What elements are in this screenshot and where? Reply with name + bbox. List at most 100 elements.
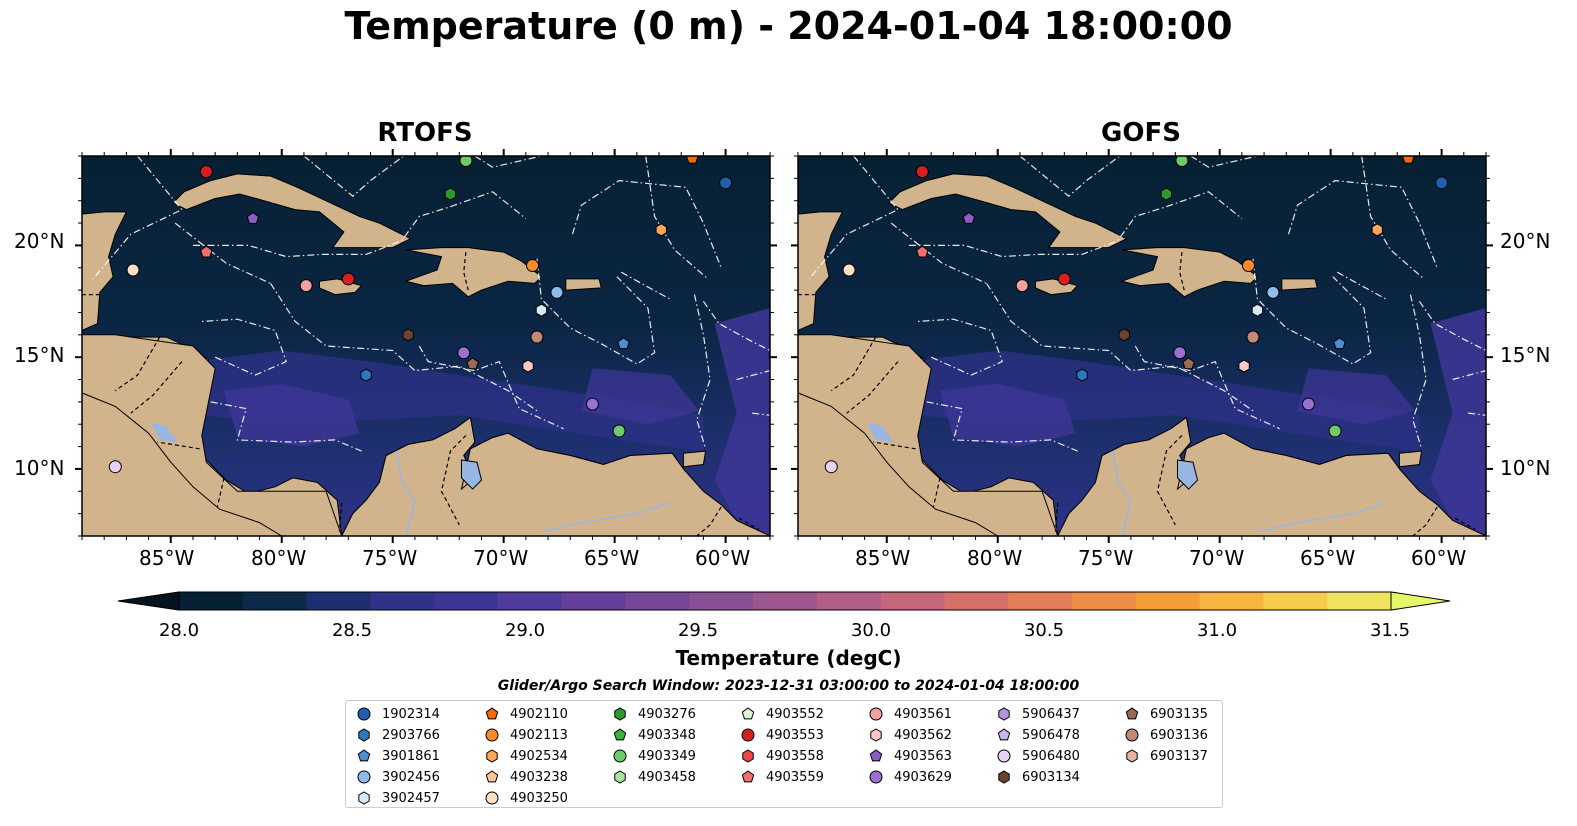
float-marker-2903766 (1076, 368, 1088, 382)
legend-item-label: 4903458 (638, 769, 696, 785)
colorbar-tick-31-0: 31.0 (1196, 620, 1238, 641)
colorbar-segment (625, 592, 690, 610)
legend-item-4903552: 4903552 (740, 704, 824, 724)
legend-item-label: 4902534 (510, 748, 568, 764)
colorbar-tick-31-5: 31.5 (1369, 620, 1411, 641)
colorbar-segment (242, 592, 308, 610)
float-marker-4903458 (1484, 350, 1486, 359)
legend-item-6903135: 6903135 (1124, 704, 1208, 724)
pentagon-marker-icon (741, 770, 755, 783)
legend-item-label: 6903137 (1150, 748, 1208, 764)
legend-item-label: 6903134 (1022, 769, 1080, 785)
colorbar-label: Temperature (degC) (675, 646, 902, 670)
legend-item-label: 4903561 (894, 706, 952, 722)
float-marker-4903553 (341, 272, 355, 286)
float-marker-4902110 (686, 156, 699, 164)
legend-item-label: 5906480 (1022, 748, 1080, 764)
float-marker-5906480 (824, 460, 838, 474)
colorbar-segment (497, 592, 563, 610)
hexagon-marker-icon (358, 791, 370, 805)
float-marker-4903563 (246, 211, 260, 224)
float-marker-4903561 (299, 279, 313, 293)
legend-item-4903563: 4903563 (868, 746, 952, 766)
hexagon-marker-icon (614, 770, 626, 784)
colorbar-segment (306, 592, 371, 610)
float-marker-4902113 (1242, 259, 1256, 273)
float-marker-4903276 (444, 187, 457, 201)
float-marker-4903349 (612, 424, 626, 438)
lon-label-60w: 60°W (695, 546, 751, 570)
float-marker-4903250 (126, 263, 140, 277)
legend-item-label: 4902110 (510, 706, 568, 722)
float-marker-3902456 (550, 285, 564, 299)
float-marker-4903349 (459, 156, 473, 167)
colorbar-segment (179, 592, 244, 610)
float-marker-5906480 (108, 460, 122, 474)
pentagon-marker-icon (485, 707, 499, 720)
float-marker-4902534 (1371, 223, 1383, 237)
lon-label-70w-gofs: 70°W (1189, 546, 1245, 570)
map-rtofs (82, 156, 770, 536)
float-marker-1902314 (719, 176, 733, 190)
float-marker-4903562 (522, 359, 534, 373)
lon-label-85w-gofs: 85°W (855, 546, 911, 570)
lat-label-10n-right: 10°N (1500, 456, 1551, 480)
map-gofs (798, 156, 1486, 536)
legend-title: Glider/Argo Search Window: 2023-12-31 03… (497, 678, 1080, 694)
legend-item-5906478: 5906478 (996, 725, 1080, 745)
legend-item-label: 4903563 (894, 748, 952, 764)
legend-item-4903558: 4903558 (740, 746, 824, 766)
colorbar-tick-30-5: 30.5 (1023, 620, 1065, 641)
float-marker-6903136 (1246, 330, 1260, 344)
float-marker-4903629 (1173, 346, 1187, 360)
float-marker-4903250 (842, 263, 856, 277)
float-marker-4903559 (200, 245, 213, 258)
float-marker-4903629 (585, 397, 599, 411)
legend-item-5906480: 5906480 (996, 746, 1080, 766)
legend-item-label: 4903629 (894, 769, 952, 785)
hexagon-marker-icon (358, 728, 370, 742)
legend-item-3901861: 3901861 (356, 746, 440, 766)
circle-marker-icon (869, 707, 883, 721)
legend-item-label: 4903276 (638, 706, 696, 722)
colorbar-segment (1072, 592, 1137, 610)
circle-marker-icon (741, 728, 755, 742)
legend-item-6903134: 6903134 (996, 767, 1080, 787)
hexagon-marker-icon (486, 749, 498, 763)
pentagon-marker-icon (997, 728, 1011, 741)
legend-item-6903137: 6903137 (1124, 746, 1208, 766)
lat-label-15n: 15°N (14, 343, 65, 367)
float-marker-4903458 (768, 350, 770, 359)
circle-marker-icon (485, 728, 499, 742)
float-marker-2903766 (360, 368, 372, 382)
lon-label-70w: 70°W (473, 546, 529, 570)
legend-item-label: 2903766 (382, 727, 440, 743)
float-marker-4903276 (1160, 187, 1173, 201)
float-marker-3901861 (1333, 337, 1346, 350)
pentagon-marker-icon (869, 749, 883, 762)
pentagon-marker-icon (613, 728, 627, 741)
circle-marker-icon (869, 770, 883, 784)
legend-item-label: 1902314 (382, 706, 440, 722)
colorbar-tick-29-5: 29.5 (677, 620, 719, 641)
legend-item-6903136: 6903136 (1124, 725, 1208, 745)
legend: 1902314 2903766 3901861 3902456 3902457 49021… (345, 700, 1223, 808)
legend-item-label: 6903136 (1150, 727, 1208, 743)
lat-label-20n: 20°N (14, 229, 65, 253)
panel-title-rtofs: RTOFS (377, 118, 473, 148)
float-marker-4903349 (1328, 424, 1342, 438)
legend-item-label: 4903562 (894, 727, 952, 743)
circle-marker-icon (357, 770, 371, 784)
float-marker-4903553 (915, 165, 929, 179)
legend-item-4902113: 4902113 (484, 725, 568, 745)
legend-item-label: 4903238 (510, 769, 568, 785)
legend-item-label: 4903552 (766, 706, 824, 722)
float-marker-6903134 (1118, 328, 1130, 342)
colorbar-segment (944, 592, 1009, 610)
map-frame-gofs (797, 155, 1487, 537)
legend-item-5906437: 5906437 (996, 704, 1080, 724)
float-marker-3902457 (535, 303, 548, 317)
colorbar-segment (880, 592, 945, 610)
legend-item-4903559: 4903559 (740, 767, 824, 787)
colorbar-segment (753, 592, 818, 610)
